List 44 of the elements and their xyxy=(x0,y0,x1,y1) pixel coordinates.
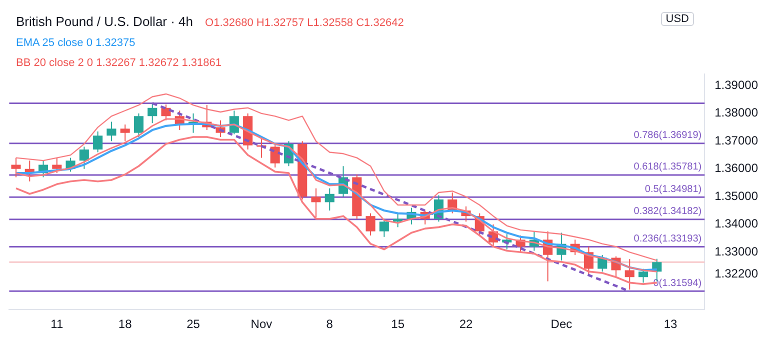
candlestick xyxy=(161,104,171,121)
x-tick-label: 11 xyxy=(50,317,64,332)
chart-title: British Pound / U.S. Dollar · 4h xyxy=(16,14,194,29)
candlestick xyxy=(134,112,144,138)
x-tick-label: 22 xyxy=(459,317,473,332)
x-tick-label: 18 xyxy=(118,317,132,332)
ref-line-label: 0.236(1.33193) xyxy=(634,234,702,245)
y-tick-label: 1.37000 xyxy=(714,133,758,148)
x-tick-label: Dec xyxy=(550,317,572,332)
candlestick xyxy=(311,188,321,218)
text: EMA 25 close 0 1.32375 xyxy=(16,36,136,51)
x-tick-label: 25 xyxy=(186,317,200,332)
y-tick-label: 1.35000 xyxy=(714,188,758,203)
x-tick-label: 8 xyxy=(326,317,334,332)
candlestick xyxy=(52,157,62,174)
candlestick xyxy=(366,212,376,236)
candlestick xyxy=(79,146,89,170)
y-tick-label: 1.38000 xyxy=(714,106,758,120)
y-tick-label: 1.33000 xyxy=(714,244,758,258)
text: BB 20 close 2 0 1.32267 1.32672 1.31861 xyxy=(16,56,223,71)
y-tick-label: 1.34000 xyxy=(714,216,758,231)
x-tick-label: Nov xyxy=(250,317,272,332)
candlestick xyxy=(106,121,116,142)
candlestick xyxy=(120,124,130,142)
y-tick-label: 1.36000 xyxy=(714,161,758,176)
text: USD xyxy=(660,12,694,26)
ref-line-label: 0.786(1.36919) xyxy=(634,130,702,142)
ref-line-label: 0(1.31594) xyxy=(653,278,702,289)
text: O1.32680 H1.32757 L1.32558 C1.32642 xyxy=(205,17,404,29)
y-tick-label: 1.39000 xyxy=(714,78,758,92)
candlestick xyxy=(148,103,158,124)
candlestick xyxy=(624,258,634,290)
ref-line-label: 0.5(1.34981) xyxy=(644,184,702,195)
x-tick-label: 13 xyxy=(664,317,678,332)
y-tick-label: 1.32200 xyxy=(714,266,758,281)
candlestick xyxy=(270,143,280,168)
x-tick-label: 15 xyxy=(391,317,405,332)
candlestick xyxy=(638,268,648,284)
candlestick xyxy=(11,157,21,178)
candlestick xyxy=(93,130,103,153)
candlestick xyxy=(379,218,389,238)
ref-line-label: 0.618(1.35781) xyxy=(634,162,702,173)
ref-line-label: 0.382(1.34182) xyxy=(634,206,702,218)
candlestick xyxy=(324,188,334,212)
